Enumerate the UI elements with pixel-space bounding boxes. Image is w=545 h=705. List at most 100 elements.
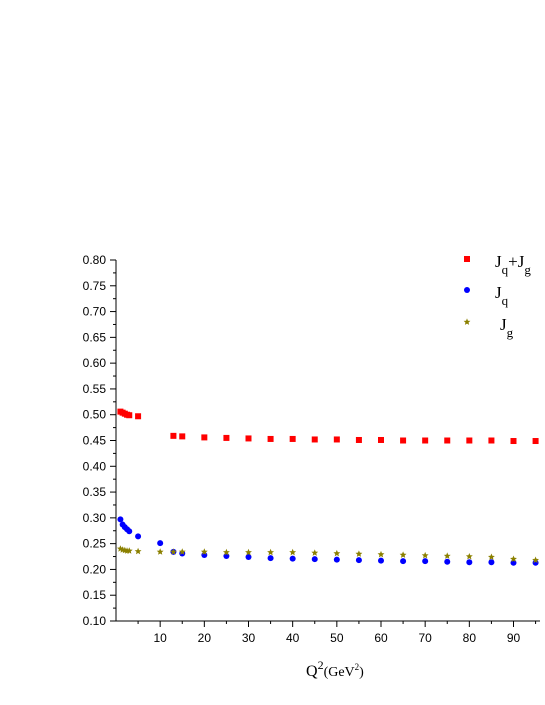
data-point-square (170, 432, 177, 439)
legend-label-mid: +J (508, 252, 525, 271)
x-axis-title-exp: 2 (318, 658, 324, 672)
data-point-circle (126, 528, 133, 535)
y-tick-label: 0.50 (83, 408, 107, 422)
x-tick-label: 90 (507, 631, 521, 645)
axes: 0.10 0.15 0.20 0.25 0.30 0.35 0.40 0.45 0.50 0.55… (83, 253, 540, 645)
data-point-star (245, 548, 252, 556)
y-tick-label: 0.35 (83, 485, 107, 499)
data-point-star (267, 548, 275, 556)
data-point-circle (355, 557, 362, 564)
x-axis-title-base: Q (306, 663, 318, 680)
data-point-square (135, 413, 142, 420)
data-point-circle (444, 558, 451, 565)
x-axis-title-close: ) (359, 665, 364, 680)
data-point-star (289, 548, 297, 556)
data-point-star (169, 548, 177, 555)
data-point-square (311, 436, 318, 443)
data-point-star (399, 551, 407, 558)
y-tick-label: 0.60 (83, 356, 107, 370)
y-tick-label: 0.30 (83, 511, 107, 525)
x-tick-label: 10 (153, 631, 167, 645)
legend-label-base: J (500, 315, 507, 334)
x-tick-label: 60 (374, 631, 388, 645)
data-point-square (333, 436, 340, 443)
y-tick-label: 0.70 (83, 305, 107, 319)
y-tick-label: 0.15 (83, 588, 107, 602)
data-point-star (377, 550, 385, 558)
data-point-star (222, 548, 230, 556)
data-point-star (465, 552, 473, 560)
data-point-circle (378, 557, 384, 564)
x-tick-label: 50 (330, 631, 344, 645)
data-point-circle (466, 559, 473, 566)
data-point-square (532, 438, 539, 445)
x-tick-label: 20 (198, 631, 212, 645)
legend-label-sub: g (507, 325, 514, 340)
data-point-star (156, 548, 164, 555)
data-point-star (355, 550, 363, 557)
data-point-circle (400, 558, 407, 565)
data-point-square (267, 435, 274, 442)
data-point-circle (333, 556, 340, 563)
data-point-star (134, 547, 142, 555)
data-point-square (355, 436, 362, 443)
y-tick-label: 0.40 (83, 459, 107, 473)
data-point-circle (117, 516, 124, 523)
data-point-star (125, 547, 133, 554)
data-point-square (223, 434, 230, 441)
y-tick-label: 0.45 (83, 434, 107, 448)
data-point-star (178, 548, 186, 555)
data-point-square (245, 435, 252, 442)
y-tick-label: 0.10 (83, 614, 107, 628)
legend-marker-square (464, 256, 470, 262)
data-point-square (400, 437, 407, 444)
data-point-circle (311, 556, 318, 563)
data-point-square (378, 436, 384, 443)
data-point-square (488, 437, 495, 444)
data-point-circle (488, 559, 495, 566)
legend-label-sub: g (524, 262, 531, 277)
legend-label-sub: q (502, 293, 509, 308)
data-point-star (200, 548, 208, 555)
data-point-square (179, 433, 186, 440)
legend-label-base: J (495, 252, 502, 271)
data-point-circle (245, 554, 252, 561)
data-point-square (201, 434, 208, 441)
y-tick-label: 0.65 (83, 330, 107, 344)
x-tick-label: 70 (418, 631, 432, 645)
legend-label-base: J (495, 283, 502, 302)
x-axis-title-unit: (GeV (324, 665, 355, 680)
legend-label: Jq (495, 283, 509, 308)
data-point-circle (267, 555, 274, 562)
data-point-square (510, 438, 517, 445)
x-tick-label: 40 (286, 631, 300, 645)
data-point-star (421, 551, 429, 559)
y-tick-label: 0.25 (83, 537, 107, 551)
data-point-star (487, 553, 495, 560)
data-point-square (289, 435, 296, 442)
data-point-circle (157, 540, 164, 547)
legend-label: Jg (500, 315, 514, 340)
x-axis-title-unit-exp: 2 (355, 662, 360, 672)
data-point-square (466, 437, 473, 444)
data-point-star (311, 549, 319, 556)
data-point-circle (135, 533, 142, 540)
data-point-star (443, 552, 451, 559)
y-tick-label: 0.20 (83, 562, 107, 576)
data-point-square (422, 437, 429, 444)
data-point-star (510, 555, 517, 563)
legend-label: Jq+Jg (495, 252, 531, 277)
x-axis-title: Q2(GeV2) (306, 658, 364, 680)
y-tick-label: 0.75 (83, 279, 107, 293)
data-point-circle (289, 555, 296, 562)
data-point-circle (422, 558, 429, 565)
data-point-square (444, 437, 451, 444)
data-point-star (532, 556, 540, 564)
x-tick-label: 30 (242, 631, 256, 645)
data-marks (116, 408, 540, 566)
x-tick-label: 80 (463, 631, 477, 645)
axis-titles: Q2(GeV2) (306, 658, 364, 680)
legend-marker-circle (464, 287, 470, 293)
